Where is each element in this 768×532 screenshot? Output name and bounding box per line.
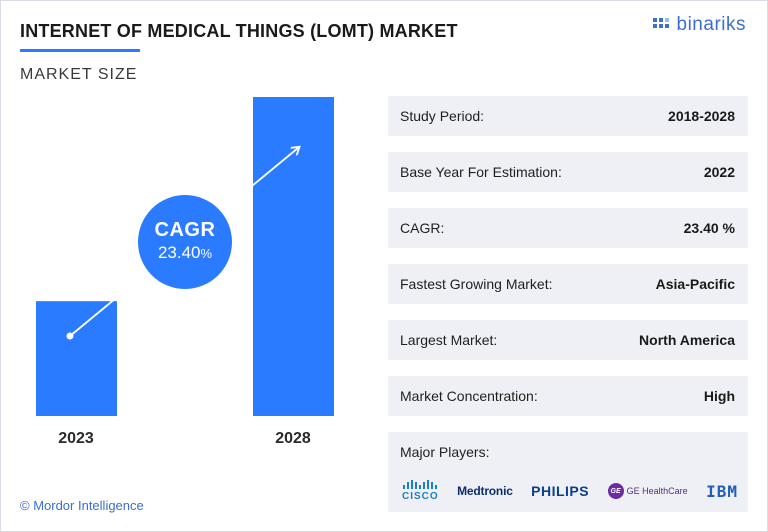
trend-start-dot (66, 332, 74, 340)
ge-healthcare-logo: GE GE HealthCare (607, 483, 688, 499)
players-label: Major Players: (400, 444, 490, 460)
medtronic-logo: Medtronic (457, 484, 513, 498)
stat-label: CAGR: (400, 220, 445, 236)
section-subtitle: MARKET SIZE (20, 66, 138, 83)
x-tick-label-2028: 2028 (275, 430, 311, 447)
philips-logo: PHILIPS (531, 483, 590, 499)
cisco-text: CISCO (402, 491, 439, 502)
cagr-unit: % (200, 246, 213, 261)
cagr-value: 23.40 (157, 243, 201, 262)
cagr-title: CAGR (154, 219, 216, 241)
title-underline (20, 49, 140, 52)
stat-label: Study Period: (400, 108, 485, 124)
stat-row-fastest-growing: Fastest Growing Market: Asia-Pacific (388, 264, 748, 304)
stat-value: North America (639, 332, 735, 348)
stat-label: Market Concentration: (400, 388, 538, 404)
cisco-bars-icon (403, 480, 438, 489)
stat-value: 23.40 % (683, 220, 735, 236)
cagr-value-line: 23.40% (138, 243, 232, 263)
binariks-dots-icon (652, 18, 669, 28)
x-tick-label-2023: 2023 (58, 430, 94, 447)
stat-label: Base Year For Estimation: (400, 164, 562, 180)
ge-healthcare-text: GE HealthCare (626, 486, 688, 496)
stat-value: 2022 (703, 164, 735, 180)
bar-2028 (253, 97, 334, 416)
source-credit: © Mordor Intelligence (20, 498, 144, 513)
stat-label: Fastest Growing Market: (400, 276, 553, 292)
major-players-panel: Major Players: CISCO Medtronic PHILIPS G… (388, 432, 748, 512)
stat-row-base-year: Base Year For Estimation: 2022 (388, 152, 748, 192)
stat-value: High (703, 388, 735, 404)
brand-name: binariks (676, 14, 746, 35)
stat-row-study-period: Study Period: 2018-2028 (388, 96, 748, 136)
stat-value: 2018-2028 (668, 108, 735, 124)
stat-label: Largest Market: (400, 332, 498, 348)
players-logos: CISCO Medtronic PHILIPS GE GE HealthCare… (402, 478, 738, 504)
cisco-logo: CISCO (402, 480, 439, 502)
stat-row-largest-market: Largest Market: North America (388, 320, 748, 360)
brand-logo: binariks (652, 14, 746, 36)
ibm-logo: IBM (706, 481, 738, 501)
bar-2023 (36, 301, 117, 416)
stat-row-cagr: CAGR: 23.40 % (388, 208, 748, 248)
ge-monogram-icon: GE (607, 483, 624, 499)
stat-row-concentration: Market Concentration: High (388, 376, 748, 416)
page-title: INTERNET OF MEDICAL THINGS (LOMT) MARKET (20, 21, 458, 41)
stat-value: Asia-Pacific (655, 276, 735, 292)
cagr-badge: CAGR 23.40% (138, 195, 232, 289)
